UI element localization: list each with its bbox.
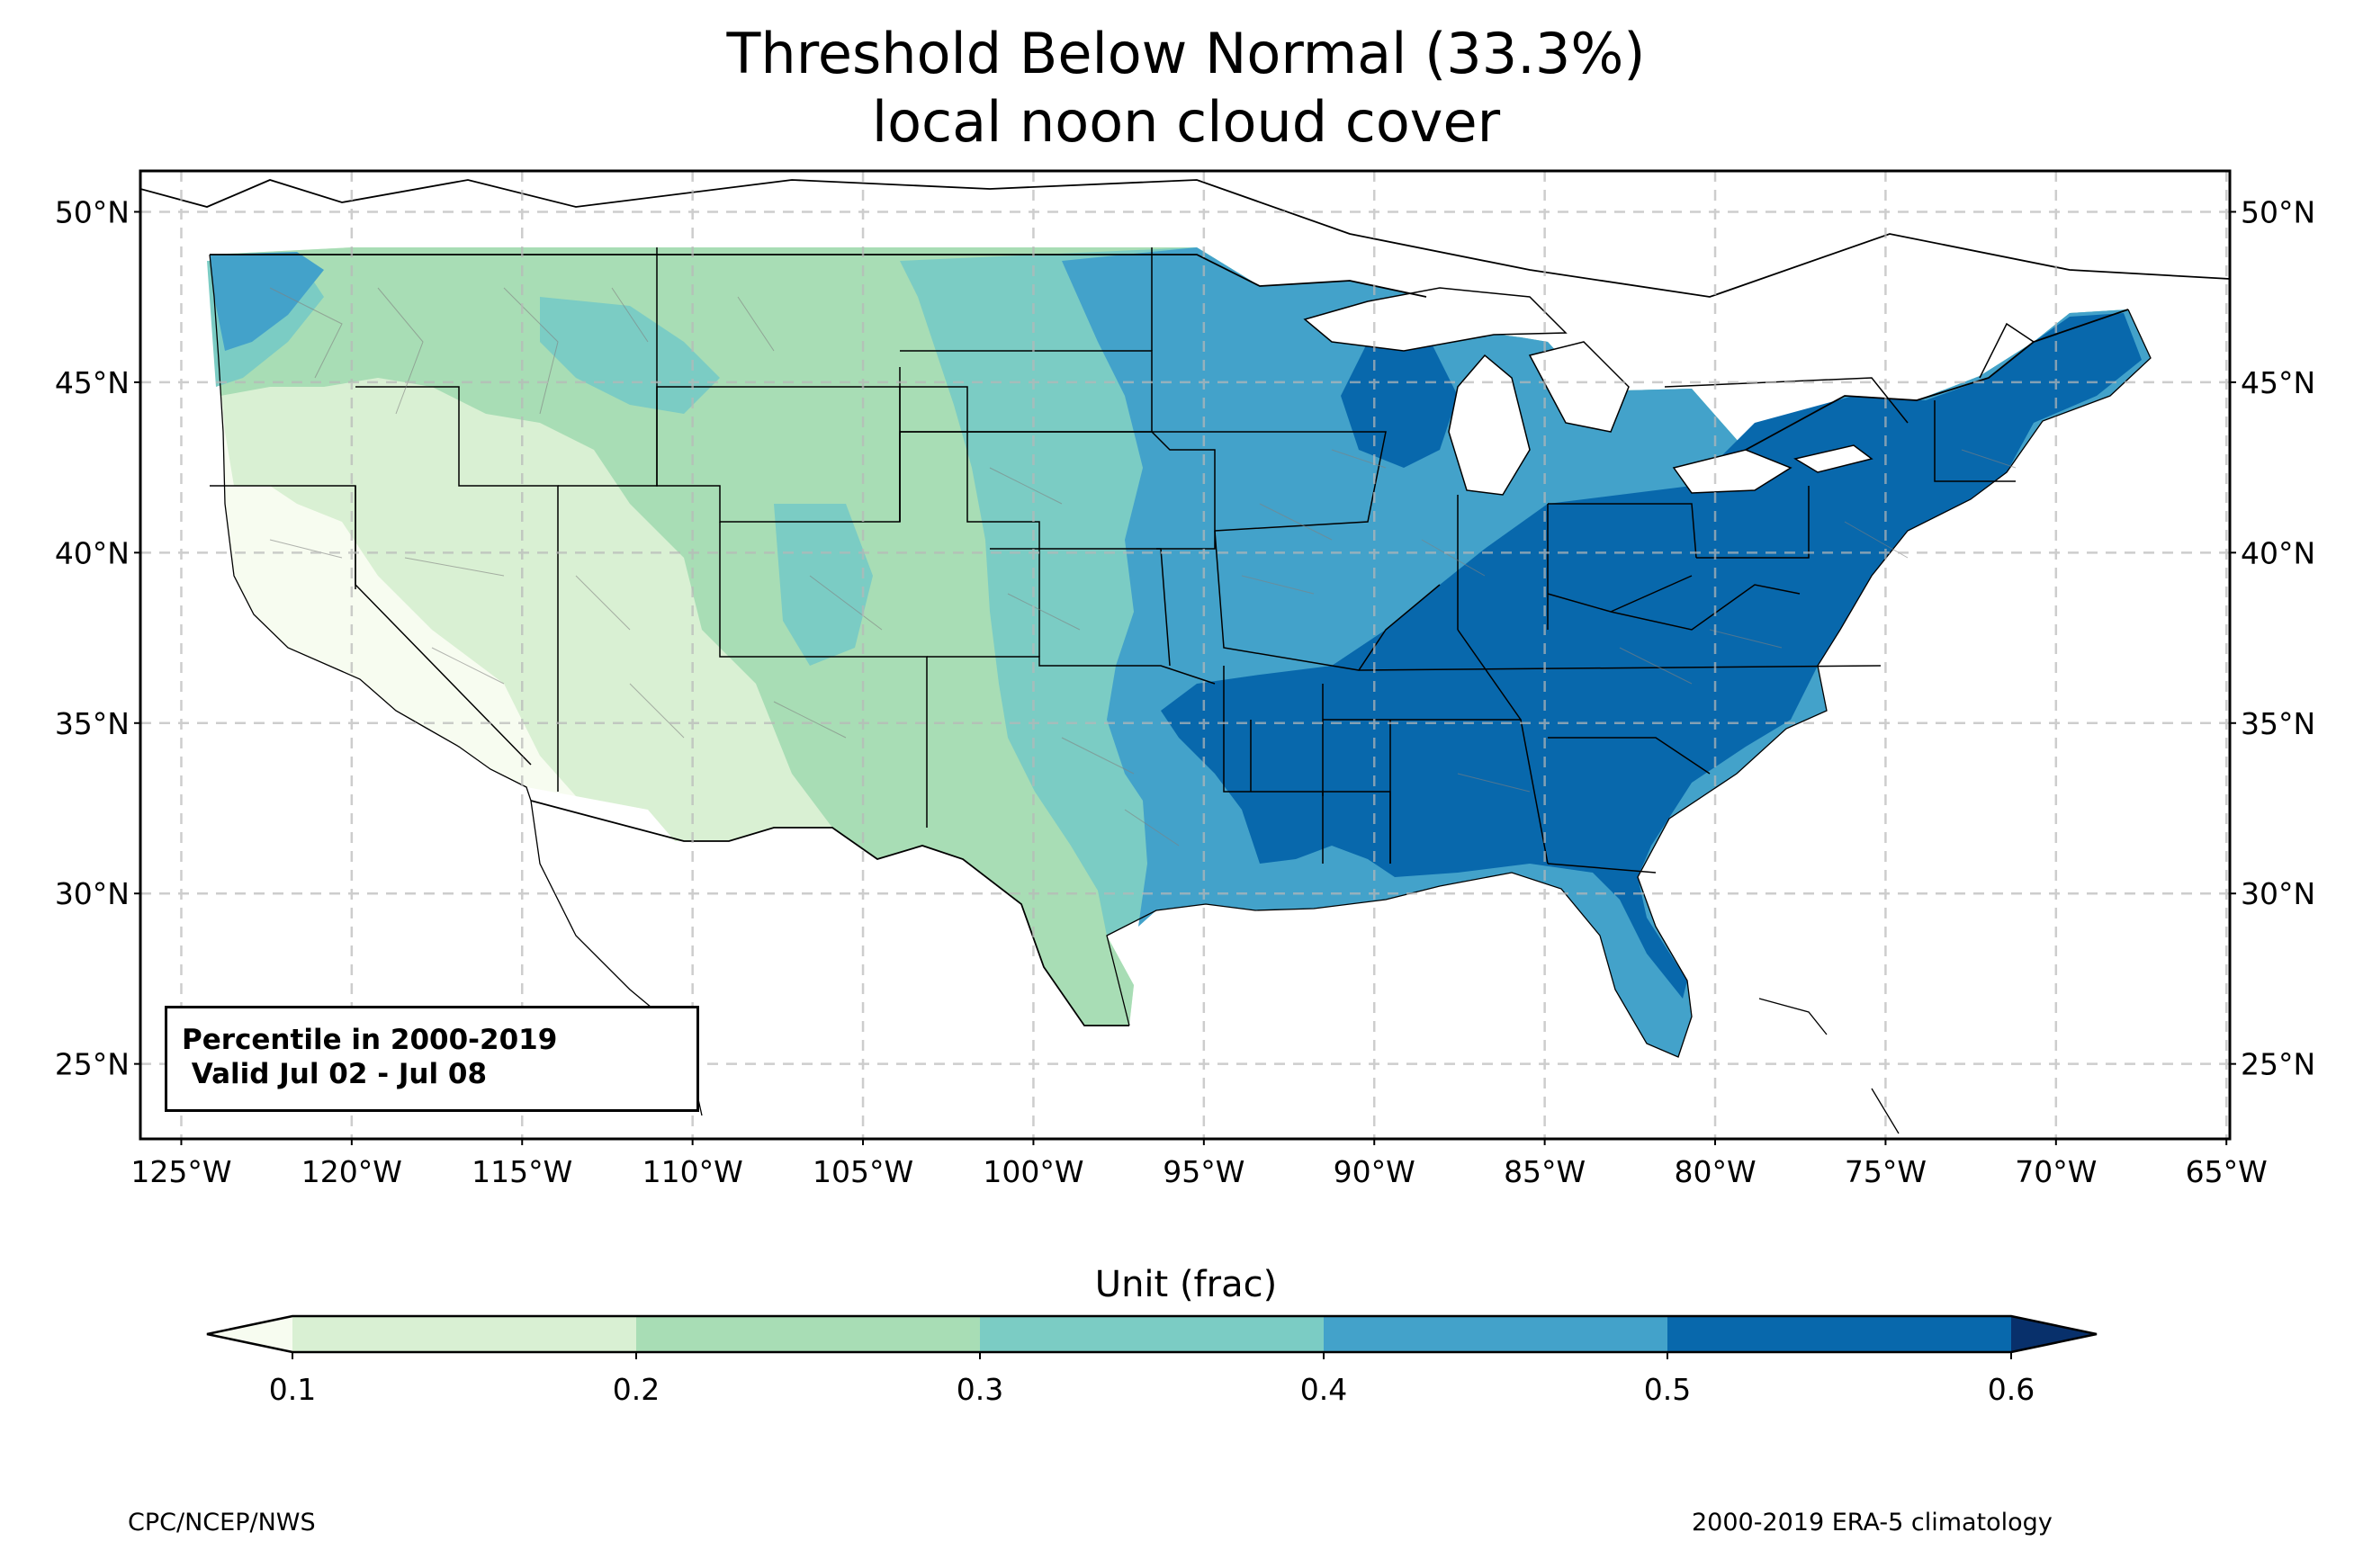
great-lakes bbox=[1303, 287, 1873, 496]
map-area bbox=[140, 171, 2230, 1139]
latitude-tick-label: 25°N bbox=[2241, 1047, 2315, 1082]
colorbar-segment bbox=[636, 1316, 981, 1352]
longitude-tick-label: 75°W bbox=[1845, 1154, 1927, 1189]
chart-title: Threshold Below Normal (33.3%) local noo… bbox=[0, 20, 2372, 157]
longitude-tick-label: 115°W bbox=[472, 1154, 572, 1189]
latitude-tick-label: 35°N bbox=[2241, 706, 2315, 741]
longitude-tick-label: 95°W bbox=[1163, 1154, 1244, 1189]
colorbar-under-arrow bbox=[207, 1316, 292, 1352]
coastline bbox=[209, 254, 2152, 1134]
colorbar-label: Unit (frac) bbox=[1094, 1264, 1278, 1305]
longitude-tick-label: 100°W bbox=[983, 1154, 1083, 1189]
map-frame bbox=[139, 169, 2232, 1141]
cloud-level-0.5-0.6-upper-midwest bbox=[1341, 342, 1458, 468]
colorbar-tick-label: 0.3 bbox=[956, 1372, 1004, 1407]
title-line-1: Threshold Below Normal (33.3%) bbox=[726, 21, 1646, 86]
longitude-tick-label: 80°W bbox=[1674, 1154, 1756, 1189]
cloud-level-0.5-0.6 bbox=[1161, 313, 2142, 999]
info-box-period: Percentile in 2000-2019 bbox=[182, 1024, 558, 1056]
latitude-tick-label: 30°N bbox=[2241, 876, 2315, 911]
info-box: Percentile in 2000-2019 Valid Jul 02 - J… bbox=[165, 1006, 699, 1112]
latitude-tick-label: 30°N bbox=[55, 876, 130, 911]
longitude-labels: 125°W 120°W 115°W 110°W 105°W 100°W 95°W 90°W 85… bbox=[130, 1139, 2268, 1189]
colorbar-tick-label: 0.2 bbox=[612, 1372, 660, 1407]
longitude-tick-label: 120°W bbox=[301, 1154, 402, 1189]
latitude-tick-label: 50°N bbox=[55, 194, 130, 229]
latitude-tick-label: 45°N bbox=[2241, 365, 2315, 400]
longitude-tick-label: 65°W bbox=[2186, 1154, 2268, 1189]
county-lines bbox=[269, 287, 2017, 847]
longitude-tick-label: 110°W bbox=[642, 1154, 743, 1189]
latitude-tick-label: 35°N bbox=[55, 706, 130, 741]
longitude-tick-label: 105°W bbox=[813, 1154, 913, 1189]
colorbar-over-arrow bbox=[2011, 1316, 2097, 1352]
colorbar-tick-label: 0.1 bbox=[268, 1372, 317, 1407]
latitude-tick-label: 25°N bbox=[55, 1047, 130, 1082]
info-box-valid-dates: Valid Jul 02 - Jul 08 bbox=[182, 1058, 488, 1090]
longitude-tick-label: 70°W bbox=[2015, 1154, 2097, 1189]
latitude-labels-right: 50°N 45°N 40°N 35°N 30°N 25°N bbox=[2230, 194, 2315, 1082]
longitude-tick-label: 85°W bbox=[1504, 1154, 1586, 1189]
footer-credit: CPC/NCEP/NWS bbox=[128, 1509, 316, 1537]
colorbar-segment bbox=[1324, 1316, 1668, 1352]
title-line-2: local noon cloud cover bbox=[871, 89, 1501, 155]
colorbar-tick-label: 0.4 bbox=[1299, 1372, 1348, 1407]
colorbar-segment bbox=[980, 1316, 1325, 1352]
colorbar-segment bbox=[1667, 1316, 2012, 1352]
longitude-tick-label: 90°W bbox=[1334, 1154, 1415, 1189]
latitude-labels-left: 50°N 45°N 40°N 35°N 30°N 25°N bbox=[55, 194, 140, 1082]
latitude-tick-label: 45°N bbox=[55, 365, 130, 400]
state-borders bbox=[210, 247, 2035, 874]
colorbar-segment bbox=[292, 1316, 637, 1352]
latitude-tick-label: 40°N bbox=[2241, 535, 2315, 570]
colorbar-tick-label: 0.5 bbox=[1643, 1372, 1692, 1407]
cloud-level-0.4-0.5-pacific-nw bbox=[210, 252, 324, 351]
latitude-tick-label: 50°N bbox=[2241, 194, 2315, 229]
colorbar-tick-label: 0.6 bbox=[1987, 1372, 2035, 1407]
longitude-tick-label: 125°W bbox=[130, 1154, 231, 1189]
latitude-tick-label: 40°N bbox=[55, 535, 130, 570]
colorbar bbox=[206, 1314, 2098, 1359]
map-gridlines bbox=[140, 171, 2230, 1139]
footer-source: 2000-2019 ERA-5 climatology bbox=[1692, 1509, 2053, 1537]
